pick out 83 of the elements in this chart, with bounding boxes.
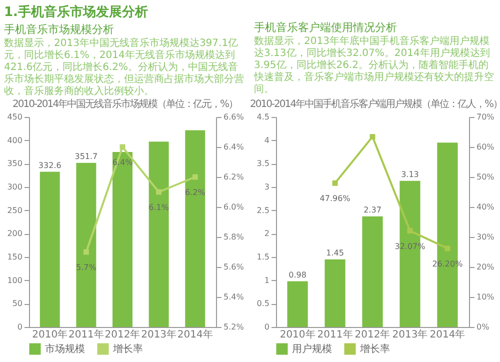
y2-tick-label: 6.0% [224,202,244,212]
x-tick-label: 2013年 [141,328,177,340]
y-tick-label: 3.5 [256,159,270,168]
bar [362,216,383,327]
chart-title: 2010-2014年中国手机音乐客户端用户规模（单位：亿人，%） [250,98,500,111]
bar [112,152,132,327]
text: 数据显示，2013年年底中国手机音乐客户端用户规模达3.13亿，同比增长32.07%。2014年用户规模达到3.95亿，同比增长26.2。分析认为，随着智能手机的快速普及，音乐客户端市场用户规模还有较大的提升空间。 [254,36,495,96]
data-label: 5.7% [76,263,97,272]
bar [324,259,346,327]
y-tick-label: 150 [7,252,22,262]
data-label: 47.96% [320,194,351,204]
chart-title: 2010-2014年中国无线音乐市场规模（单位：亿元，%） [11,98,238,111]
data-label: 6.4% [112,158,134,167]
legend-label: 用户规模 [292,343,332,355]
y-tick-label: 450 [7,112,22,122]
data-label: 6.1% [148,203,170,212]
y2-tick-label: 5.6% [224,262,244,272]
text: 数据显示，2013年中国无线音乐市场规模达397.1亿元，同比增长6.1%，2014年无线音乐市场规模达到421.6亿元，同比增长6.2%。分析认为，中国无线音乐市场长期平稳发展状态，但运营商占据市场大部分营收，音乐服务商的收入比例较小。 [4,38,245,98]
data-label: 1.45 [326,248,344,258]
y-tick-label: 0 [264,322,270,332]
y-tick-label: 200 [7,229,22,238]
y-tick-label: 1 [264,276,270,285]
x-tick-label: 2013年 [392,328,428,340]
y-tick-label: 3 [264,182,270,192]
text: 1.手机音乐市场发展分析 [4,4,149,21]
x-tick-label: 2011年 [68,328,104,340]
y2-tick-label: 6.2% [224,172,244,182]
y-tick-label: 4.5 [256,112,270,122]
y2-tick-label: 10% [476,292,495,302]
text: 手机音乐市场规模分析 [4,22,115,37]
y-tick-label: 300 [7,182,22,192]
data-label: 3.13 [401,170,419,179]
y-tick-label: 350 [7,159,22,168]
bar [40,172,60,327]
bar [76,162,96,327]
data-label: 0.98 [288,270,306,280]
y2-tick-label: 5.8% [224,232,244,242]
data-label: 332.6 [38,160,62,170]
y2-tick-label: 6.6% [224,112,244,122]
data-label: 351.7 [74,152,98,161]
y-tick-label: 100 [7,276,22,285]
y-tick-label: 0.5 [256,299,270,308]
x-tick-label: 2014年 [177,328,213,340]
y-tick-label: 0 [17,322,22,332]
point [444,246,450,252]
y2-tick-label: 70% [476,112,495,122]
y-tick-label: 4 [264,136,270,145]
data-label: 6.2% [184,188,206,197]
y-tick-label: 2.5 [256,206,270,215]
y2-tick-label: 6.4% [224,142,244,152]
y2-tick-label: 20% [476,262,495,272]
y2-tick-label: 50% [476,172,495,182]
x-tick-label: 2014年 [430,328,466,340]
point [370,134,376,140]
point [407,228,413,234]
bar [185,130,206,327]
point [156,189,162,195]
legend-label: 市场规模 [45,343,85,355]
y2-tick-label: 5.4% [224,292,244,302]
bar [287,281,308,327]
point [332,180,338,186]
point [192,174,198,180]
data-label: 2.37 [364,205,382,214]
y2-tick-label: 5.2% [224,322,244,332]
bar [148,142,169,327]
y2-tick-label: 40% [476,202,495,212]
legend-label: 增长率 [359,343,390,355]
y-tick-label: 250 [7,206,22,215]
y-tick-label: 2 [264,229,270,238]
x-tick-label: 2012年 [354,328,390,340]
point [83,249,89,255]
text: 手机音乐客户端使用情况分析 [254,20,398,35]
x-tick-label: 2010年 [32,328,68,340]
legend-label: 增长率 [112,343,143,355]
x-tick-label: 2011年 [317,328,353,340]
y-tick-label: 50 [12,299,22,308]
y2-tick-label: 30% [476,232,495,242]
y-tick-label: 1.5 [256,252,270,262]
y2-tick-label: 0% [476,322,490,332]
x-tick-label: 2012年 [104,328,140,340]
y2-tick-label: 60% [476,142,495,152]
x-tick-label: 2010年 [280,328,316,340]
y-tick-label: 400 [7,136,22,145]
